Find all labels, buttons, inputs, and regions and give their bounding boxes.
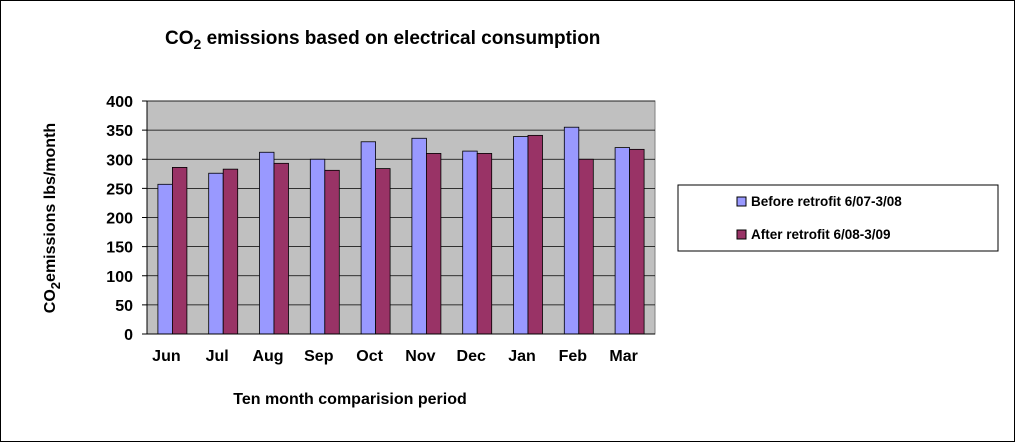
bar-after-mar xyxy=(629,148,645,335)
y-tick-label: 400 xyxy=(106,94,133,111)
bar-before-jan xyxy=(513,136,529,335)
bar-before-jul xyxy=(208,172,224,335)
x-tick-label: Mar xyxy=(609,348,637,365)
x-tick-label: Jun xyxy=(152,348,180,365)
bar-before-jun xyxy=(157,183,173,335)
bar-before-mar xyxy=(614,147,630,335)
bar-after-dec xyxy=(476,153,493,335)
x-axis-ticks: Jun Jul Aug Sep Oct Nov Dec Jan Feb Mar xyxy=(152,348,638,365)
y-tick-label: 250 xyxy=(106,181,133,198)
x-tick-label: Dec xyxy=(457,348,486,365)
bar-after-oct xyxy=(375,168,391,335)
bar-before-sep xyxy=(309,158,326,335)
bar-after-jan xyxy=(527,134,543,335)
legend-swatch-before xyxy=(736,196,747,207)
bar-after-nov xyxy=(425,153,442,335)
y-tick-label: 100 xyxy=(106,269,133,286)
y-tick-label: 300 xyxy=(106,152,133,169)
bars xyxy=(157,126,645,335)
bar-before-aug xyxy=(259,151,275,335)
bar-before-feb xyxy=(563,126,580,335)
y-axis-title: CO2emissions lbs/month xyxy=(42,123,63,313)
y-tick-label: 50 xyxy=(115,298,133,315)
x-tick-label: Oct xyxy=(356,348,383,365)
x-tick-label: Jan xyxy=(508,348,536,365)
legend-box xyxy=(677,184,999,252)
x-tick-label: Aug xyxy=(252,348,283,365)
bar-after-jun xyxy=(171,167,188,335)
chart-title: CO2 emissions based on electrical consum… xyxy=(165,28,600,52)
legend-label-after: After retrofit 6/08-3/09 xyxy=(751,227,891,242)
x-tick-label: Nov xyxy=(405,348,435,365)
bar-after-jul xyxy=(222,168,239,335)
x-tick-label: Jul xyxy=(206,348,229,365)
y-tick-label: 150 xyxy=(106,240,133,257)
bar-before-nov xyxy=(411,137,427,335)
legend: Before retrofit 6/07-3/08 After retrofit… xyxy=(677,184,999,252)
y-tick-label: 0 xyxy=(124,327,133,344)
bar-after-sep xyxy=(324,169,340,335)
bar-before-dec xyxy=(462,150,478,335)
y-tick-label: 350 xyxy=(106,123,133,140)
bar-after-aug xyxy=(273,162,289,335)
y-tick-label: 200 xyxy=(106,211,133,228)
x-tick-label: Feb xyxy=(559,348,588,365)
legend-swatch-after xyxy=(736,229,747,240)
x-tick-label: Sep xyxy=(304,348,334,365)
bar-before-oct xyxy=(360,141,377,335)
legend-label-before: Before retrofit 6/07-3/08 xyxy=(751,194,902,209)
bar-after-feb xyxy=(578,158,594,335)
y-axis-ticks: 0 50 100 150 200 250 300 350 400 xyxy=(106,94,147,344)
x-axis-title: Ten month comparision period xyxy=(233,391,467,408)
